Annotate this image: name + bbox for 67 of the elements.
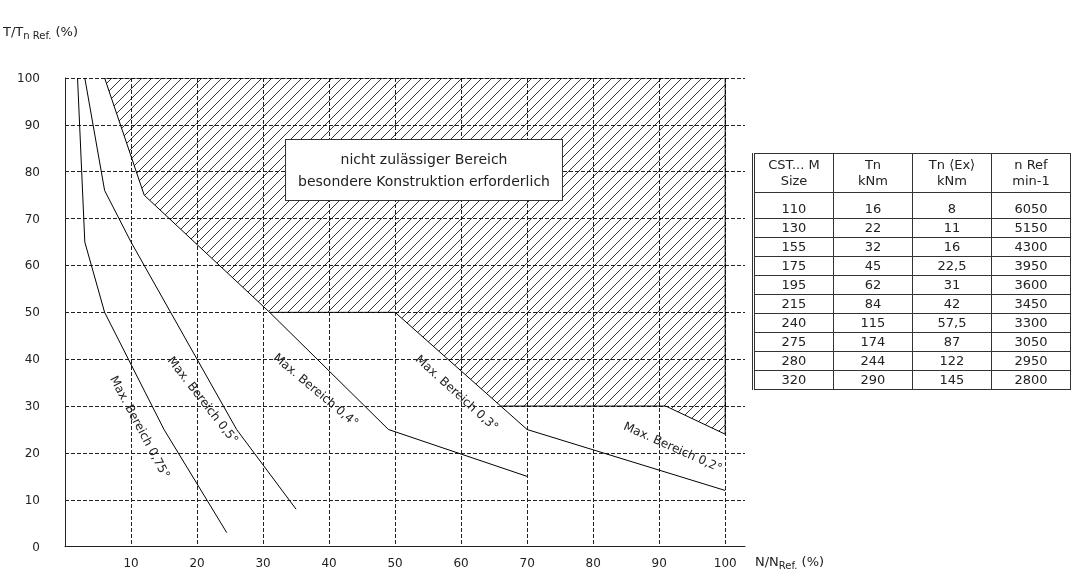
text: 11 [943, 220, 961, 235]
y-tick-label: 60 [24, 258, 40, 273]
x-tick-label: 40 [321, 555, 337, 570]
text: 3950 [1014, 258, 1048, 273]
text: 16 [864, 201, 882, 216]
y-tick-label: 40 [24, 352, 40, 367]
text: 145 [939, 372, 965, 387]
annotation: nicht zulässiger Bereich besondere Konstruktion erforderlich [298, 151, 550, 189]
text: 215 [781, 296, 807, 311]
y-tick-label: 100 [17, 71, 40, 85]
x-tick-label: 50 [387, 555, 403, 570]
x-tick-label: 60 [453, 555, 469, 570]
text: 2950 [1014, 353, 1048, 368]
text: 22,5 [937, 258, 967, 273]
y-tick-label: 0 [32, 539, 40, 554]
text: 320 [781, 372, 807, 387]
category-label: n Ref min-1 [991, 153, 1071, 193]
x-tick-label: 30 [255, 555, 271, 570]
text: 290 [860, 372, 886, 387]
line-series [84, 77, 297, 510]
y-tick-label: 30 [24, 399, 40, 414]
y-tick-label: 80 [24, 164, 40, 179]
text: 62 [864, 277, 882, 292]
category-label: CST... M Size [753, 153, 834, 193]
text: 175 [781, 258, 807, 273]
text: 3600 [1014, 277, 1048, 292]
text: 155 [781, 239, 807, 254]
x-tick-label: 80 [585, 555, 601, 570]
text: 45 [864, 258, 882, 273]
text: 87 [943, 334, 961, 349]
y-tick-label: 20 [24, 445, 40, 460]
text: 115 [860, 315, 886, 330]
text: 3050 [1014, 334, 1048, 349]
text: 31 [943, 277, 961, 292]
x-tick-label: 100 [713, 555, 737, 570]
text: 2800 [1014, 372, 1048, 387]
x-tick-label: 70 [519, 555, 535, 570]
y-tick-label: 10 [24, 492, 40, 507]
text: 42 [943, 296, 961, 311]
text: 244 [860, 353, 886, 368]
x-tick-label: 10 [123, 555, 139, 570]
text: 84 [864, 296, 882, 311]
text: 57,5 [937, 315, 967, 330]
text: 16 [943, 239, 961, 254]
text: 240 [781, 315, 807, 330]
x-tick-label: 90 [651, 555, 667, 570]
text: 275 [781, 334, 807, 349]
y-tick-label: 50 [24, 305, 40, 320]
category-label: Tn kNm [833, 153, 913, 193]
text: 174 [860, 334, 886, 349]
text: 195 [781, 277, 807, 292]
text: 6050 [1014, 201, 1048, 216]
x-tick-label: 20 [189, 555, 205, 570]
y-tick-label: 90 [24, 117, 40, 132]
text: 122 [939, 353, 965, 368]
text: 4300 [1014, 239, 1048, 254]
text: 280 [781, 353, 807, 368]
text: 3300 [1014, 315, 1048, 330]
text: 3450 [1014, 296, 1048, 311]
text: 130 [781, 220, 807, 235]
text: 5150 [1014, 220, 1048, 235]
text: 22 [864, 220, 882, 235]
category-label: Tn ⟨Ex⟩ kNm [912, 153, 992, 193]
text: 110 [781, 201, 807, 216]
text: 32 [864, 239, 882, 254]
y-tick-label: 70 [24, 211, 40, 226]
text: 8 [947, 201, 957, 216]
